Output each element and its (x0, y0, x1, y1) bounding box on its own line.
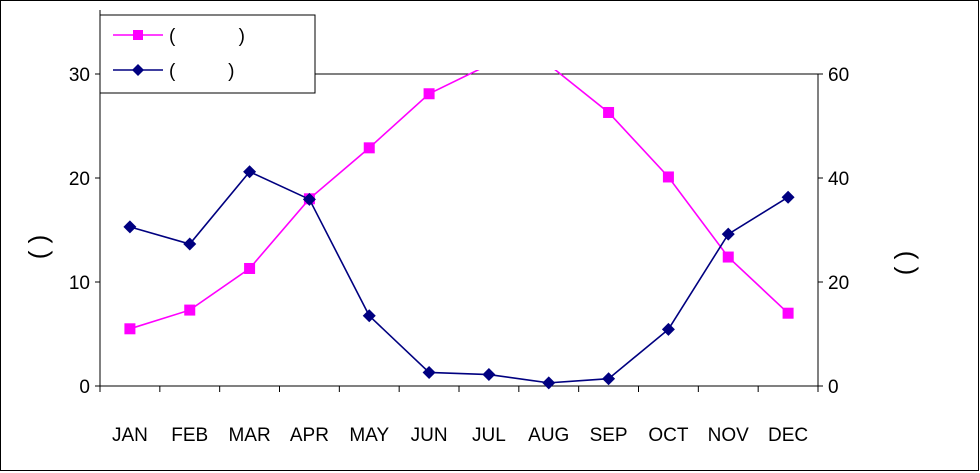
data-point-square (124, 323, 136, 335)
left-axis-title: ( ) (23, 235, 53, 260)
x-tick-label: OCT (648, 425, 689, 446)
data-point-square (662, 171, 674, 183)
data-point-square (423, 88, 435, 100)
x-tick-label: MAR (228, 425, 270, 446)
left-tick-label: 0 (79, 377, 90, 398)
right-tick-label: 20 (828, 273, 849, 294)
left-tick-label: 10 (69, 273, 90, 294)
x-tick-label: AUG (528, 425, 569, 446)
x-axis-ticks: JAN FEB MAR APR MAY JUN JUL AUG SEP OCT NOV DEC (99, 386, 819, 446)
x-tick-label: MAY (349, 425, 389, 446)
legend-marker-diamond (132, 64, 144, 76)
right-tick-label: 0 (828, 377, 839, 398)
series-line-1 (129, 70, 789, 330)
data-point-square (184, 304, 196, 316)
x-tick-label: NOV (708, 425, 750, 446)
data-point-square (722, 251, 734, 263)
left-tick-label: 30 (69, 65, 90, 86)
legend-box (99, 14, 316, 94)
data-point-diamond (243, 165, 257, 179)
data-point-diamond (482, 368, 496, 382)
right-tick-label: 40 (828, 169, 849, 190)
data-point-diamond (422, 365, 436, 379)
data-point-diamond (602, 372, 616, 386)
data-point-square (244, 262, 256, 274)
left-tick-label: 20 (69, 169, 90, 190)
legend: ( ) ( ) (99, 14, 316, 94)
data-point-square (782, 307, 794, 319)
legend-label-series-2: ( ) (169, 61, 234, 82)
x-tick-label: FEB (171, 425, 208, 446)
data-point-diamond (661, 322, 675, 336)
data-point-square (603, 106, 615, 118)
x-tick-label: JUL (472, 425, 506, 446)
data-point-diamond (721, 227, 735, 241)
series-layer (123, 70, 795, 390)
left-axis-ticks: 0 10 20 30 (69, 65, 100, 398)
right-tick-label: 60 (828, 65, 849, 86)
x-tick-label: JUN (411, 425, 448, 446)
data-point-diamond (362, 309, 376, 323)
x-tick-label: JAN (112, 425, 148, 446)
legend-marker-square (133, 30, 143, 40)
data-point-diamond (123, 220, 137, 234)
x-tick-label: DEC (768, 425, 808, 446)
x-tick-label: SEP (590, 425, 628, 446)
data-point-diamond (302, 192, 316, 206)
series-line-2 (129, 170, 789, 384)
x-tick-label: APR (290, 425, 329, 446)
right-axis-ticks: 0 20 40 60 (818, 65, 849, 398)
right-axis-title: ( ) (889, 251, 919, 276)
data-point-square (363, 142, 375, 154)
data-point-diamond (781, 190, 795, 204)
data-point-diamond (542, 376, 556, 390)
legend-label-series-1: ( ) (169, 26, 245, 47)
data-point-diamond (183, 237, 197, 251)
